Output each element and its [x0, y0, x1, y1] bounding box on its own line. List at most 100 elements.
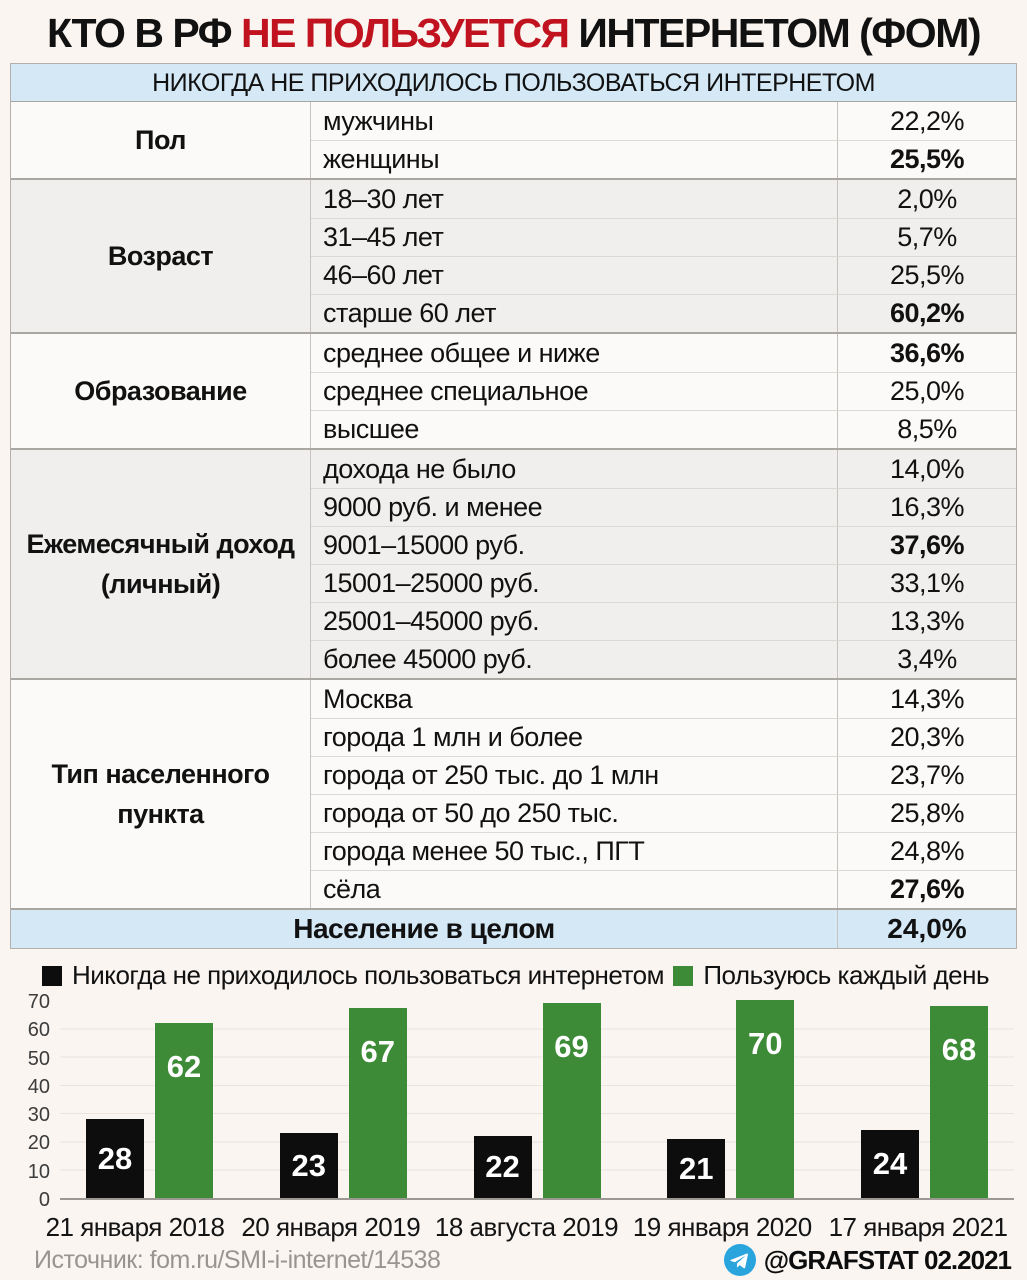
table-row: среднее специальное 25,0%	[311, 372, 1016, 410]
legend-label: Пользуюсь каждый день	[703, 960, 989, 990]
group-settlement: Тип населенного пункта Москва 14,3% горо…	[11, 678, 1016, 908]
row-label: города от 250 тыс. до 1 млн	[323, 760, 659, 790]
bar-daily: 69	[542, 1003, 601, 1198]
row-label: 15001–25000 руб.	[323, 568, 540, 598]
credit-badge: @GRAFSTAT 02.2021	[723, 1244, 1012, 1276]
table-row: мужчины 22,2%	[311, 102, 1016, 140]
bar-value-label: 28	[97, 1140, 133, 1176]
category-label: Возраст	[11, 180, 311, 332]
category-label: Тип населенного пункта	[11, 680, 311, 908]
x-tick-label: 18 августа 2019	[434, 1212, 619, 1242]
title-part3: ИНТЕРНЕТОМ (ФОМ)	[568, 10, 981, 56]
table-row: 18–30 лет 2,0%	[311, 180, 1016, 218]
telegram-icon	[723, 1244, 756, 1276]
bar-chart: 70 60 50 40 30 20 10 0 28 62 23 67 22 69…	[14, 991, 1014, 1211]
survey-table: НИКОГДА НЕ ПРИХОДИЛОСЬ ПОЛЬЗОВАТЬСЯ ИНТЕ…	[10, 63, 1017, 949]
x-tick-label: 17 января 2021	[828, 1212, 1008, 1242]
bar-value-label: 21	[679, 1150, 714, 1186]
category-label: Ежемесячный доход (личный)	[11, 450, 311, 678]
bar-daily: 68	[930, 1006, 988, 1198]
row-value: 60,2%	[837, 295, 1016, 332]
row-label: сёла	[323, 874, 381, 904]
row-value: 8,5%	[837, 411, 1016, 448]
table-row: 15001–25000 руб. 33,1%	[311, 564, 1016, 602]
row-value: 27,6%	[837, 871, 1016, 908]
table-row: города 1 млн и более 20,3%	[311, 718, 1016, 756]
row-value: 22,2%	[837, 102, 1016, 140]
row-label: мужчины	[323, 105, 434, 136]
row-label: 31–45 лет	[323, 222, 444, 252]
table-row: 9001–15000 руб. 37,6%	[311, 526, 1016, 564]
table-row: 46–60 лет 25,5%	[311, 256, 1016, 294]
table-row: 31–45 лет 5,7%	[311, 218, 1016, 256]
row-value: 14,3%	[837, 680, 1016, 718]
legend-label: Никогда не приходилось пользоваться инте…	[72, 960, 664, 990]
table-row: высшее 8,5%	[311, 410, 1016, 448]
table-row: дохода не было 14,0%	[311, 450, 1016, 488]
bar-group: 23 67	[279, 1008, 407, 1198]
row-label: среднее специальное	[323, 376, 589, 406]
row-label: среднее общее и ниже	[323, 337, 600, 368]
legend-swatch-black	[42, 965, 62, 986]
row-label: города 1 млн и более	[323, 722, 583, 752]
row-value: 33,1%	[837, 565, 1016, 602]
legend-item-daily: Пользуюсь каждый день	[673, 960, 989, 991]
bar-value-label: 23	[291, 1147, 326, 1183]
bar-value-label: 70	[748, 1026, 783, 1061]
row-value: 5,7%	[837, 219, 1016, 256]
table-row: города от 250 тыс. до 1 млн 23,7%	[311, 756, 1016, 794]
row-label: города от 50 до 250 тыс.	[323, 798, 619, 828]
bar-value-label: 69	[554, 1029, 589, 1064]
page-title: КТО В РФ НЕ ПОЛЬЗУЕТСЯ ИНТЕРНЕТОМ (ФОМ)	[0, 0, 1027, 58]
table-row: сёла 27,6%	[311, 870, 1016, 908]
row-label: 25001–45000 руб.	[323, 606, 540, 636]
table-row: 9000 руб. и менее 16,3%	[311, 488, 1016, 526]
row-label: старше 60 лет	[323, 298, 497, 328]
bar-group: 21 70	[667, 1000, 795, 1198]
plot-area: 28 62 23 67 22 69 21 70 24 68	[60, 1000, 1014, 1200]
x-tick-label: 19 января 2020	[632, 1212, 812, 1242]
bar-value-label: 68	[941, 1032, 977, 1067]
footer-value: 24,0%	[837, 910, 1016, 948]
bar-never: 21	[667, 1139, 726, 1198]
bar-value-label: 22	[485, 1149, 520, 1184]
bar-group: 24 68	[861, 1006, 988, 1198]
row-value: 16,3%	[837, 489, 1016, 526]
group-age: Возраст 18–30 лет 2,0% 31–45 лет 5,7% 46…	[11, 178, 1016, 332]
legend-item-never: Никогда не приходилось пользоваться инте…	[42, 960, 664, 991]
bar-never: 22	[473, 1136, 532, 1198]
row-label: 46–60 лет	[323, 260, 444, 290]
y-axis: 70 60 50 40 30 20 10 0	[27, 991, 50, 1211]
bar-daily: 70	[736, 1000, 795, 1198]
legend-swatch-green	[673, 965, 694, 986]
source-text: Источник: fom.ru/SMI-i-internet/14538	[34, 1245, 441, 1274]
row-value: 20,3%	[837, 719, 1016, 756]
bar-never: 23	[279, 1133, 338, 1198]
row-value: 14,0%	[837, 450, 1016, 488]
row-value: 2,0%	[837, 180, 1016, 218]
row-label: Москва	[323, 683, 413, 714]
table-header: НИКОГДА НЕ ПРИХОДИЛОСЬ ПОЛЬЗОВАТЬСЯ ИНТЕ…	[11, 64, 1016, 102]
bottom-bar: Источник: fom.ru/SMI-i-internet/14538 @G…	[0, 1244, 1027, 1276]
row-label: 9000 руб. и менее	[323, 492, 543, 522]
credit-text: @GRAFSTAT 02.2021	[763, 1244, 1012, 1275]
group-income: Ежемесячный доход (личный) дохода не был…	[11, 448, 1016, 678]
x-tick-label: 20 января 2019	[241, 1212, 421, 1242]
row-label: 18–30 лет	[323, 183, 444, 214]
row-value: 36,6%	[837, 334, 1016, 372]
bar-daily: 67	[348, 1008, 407, 1198]
table-row: 25001–45000 руб. 13,3%	[311, 602, 1016, 640]
row-value: 3,4%	[837, 641, 1016, 678]
title-highlight: НЕ ПОЛЬЗУЕТСЯ	[241, 10, 570, 56]
table-row: города менее 50 тыс., ПГТ 24,8%	[311, 832, 1016, 870]
row-label: женщины	[323, 144, 440, 174]
table-row: более 45000 руб. 3,4%	[311, 640, 1016, 678]
title-part1: КТО В РФ	[46, 10, 242, 56]
bar-never: 24	[861, 1130, 919, 1198]
group-education: Образование среднее общее и ниже 36,6% с…	[11, 332, 1016, 448]
row-value: 25,8%	[837, 795, 1016, 832]
category-label: Пол	[11, 102, 311, 178]
row-value: 25,0%	[837, 373, 1016, 410]
category-label: Образование	[11, 334, 311, 448]
